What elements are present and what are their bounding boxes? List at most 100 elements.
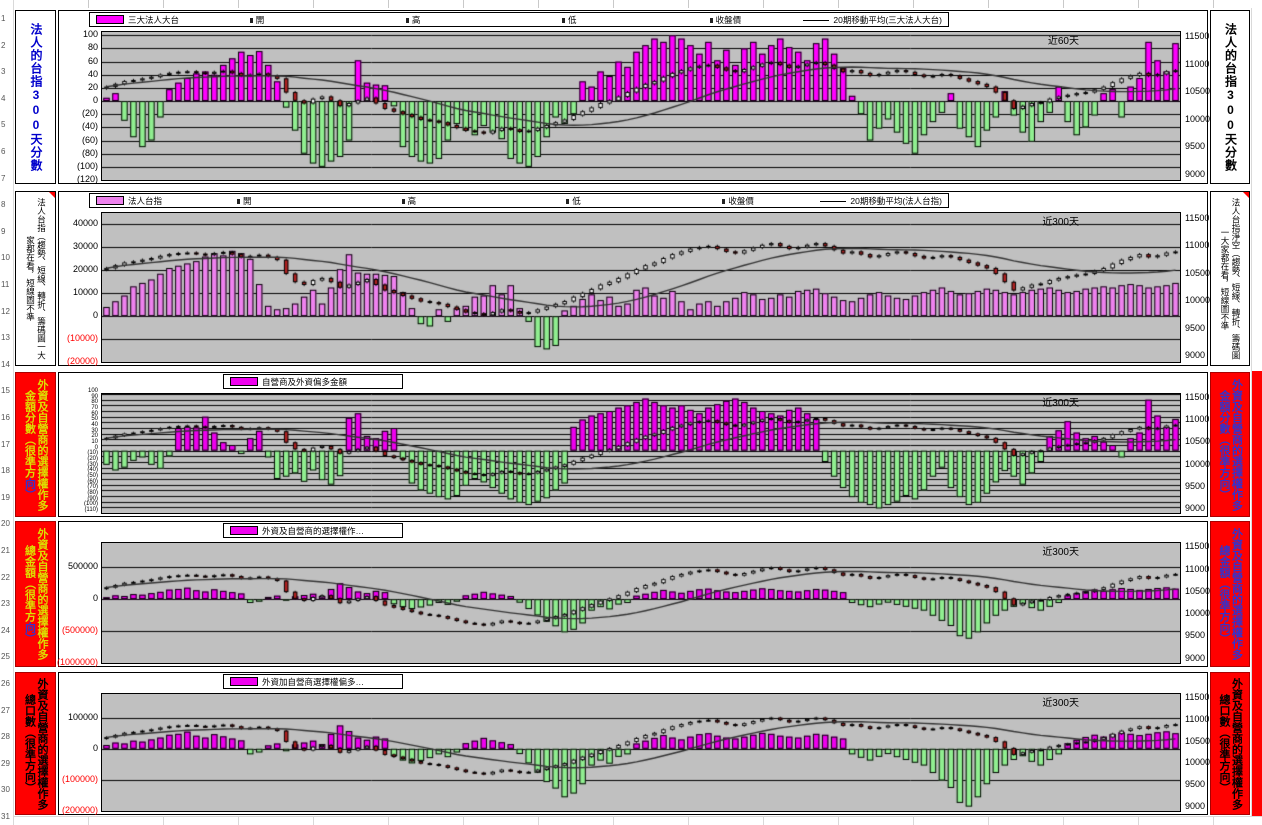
row-number: 13 [1, 333, 10, 343]
y-right-tick: 10000 [1185, 757, 1211, 768]
row-number: 7 [1, 173, 6, 183]
row-number: 22 [1, 572, 10, 582]
y-left-tick: 90 [91, 393, 98, 400]
sidebar-text-tail: 向） [1218, 621, 1230, 644]
right-axis-ticks: 11500 11000 10500 10000 9500 9000 [1181, 392, 1210, 513]
y-right-tick: 11000 [1185, 240, 1210, 251]
right-sidebar-cell[interactable]: 法人台指淨空（趨勢、短線、轉折、籌碼圖一大家都在看，短線圖不準 [1210, 191, 1250, 366]
sidebar-text-tail: 向） [23, 771, 36, 793]
y-left-tick: 0 [92, 95, 98, 106]
chart-canvas[interactable] [102, 394, 1180, 513]
left-sidebar-cell[interactable]: 外資及自營商的選擇權作多總金額（很準方向） [15, 521, 56, 667]
ma-line-swatch-icon [820, 200, 847, 202]
chart-canvas[interactable] [102, 32, 1180, 180]
chart-object[interactable]: 外資加自營商選擇權偏多… 近300天 100000 0 (100000) (20000… [58, 672, 1211, 815]
row-number: 29 [1, 758, 10, 768]
row-number: 27 [1, 705, 10, 715]
left-axis-ticks: 500000 0 (500000) (1000000) [57, 542, 101, 667]
y-right-tick: 9500 [1185, 630, 1206, 641]
sidebar-text-tail: 向） [1218, 771, 1230, 793]
comment-flag-icon [49, 192, 55, 198]
y-right-tick: 11500 [1185, 392, 1210, 403]
y-right-tick: 11500 [1185, 212, 1210, 223]
y-left-tick: 80 [87, 42, 98, 53]
plot-area[interactable] [101, 693, 1181, 812]
chart-object[interactable]: 外資及自營商的選擇權作… 近300天 500000 0 (500000) (10000… [57, 521, 1211, 667]
bottom-gridline-strip [14, 816, 1262, 825]
row-number: 9 [1, 226, 6, 236]
y-left-tick: 20000 [72, 264, 98, 275]
left-sidebar-cell[interactable]: 外資及自營商的選擇權作多金額分數（很準方向） [15, 372, 56, 517]
plot-area[interactable] [101, 393, 1181, 514]
right-sidebar-cell[interactable]: 法人的台指300天分數 [1210, 10, 1250, 184]
sidebar-text-tail: 向） [1218, 477, 1230, 500]
row-number: 4 [1, 93, 6, 103]
chart-canvas[interactable] [102, 694, 1180, 811]
y-right-tick: 11500 [1185, 692, 1210, 703]
right-sidebar-cell[interactable]: 外資及自營商的選擇權作多總口數（很準方向） [1210, 672, 1250, 815]
row-number: 11 [1, 280, 10, 289]
row-number-gutter[interactable]: 1 2 3 4 5 6 7 8 9 10 11 12 13 14 15 16 17 18 19 20 21 22 23 24 2… [0, 0, 14, 825]
y-left-tick: (20000) [66, 356, 98, 366]
legend-box: 外資加自營商選擇權偏多… [223, 674, 403, 689]
y-left-tick: (10) [87, 450, 98, 457]
candle-series-legend-item: 高 [335, 14, 491, 26]
row-number: 21 [1, 546, 10, 555]
y-left-tick: 80 [91, 399, 98, 406]
bar-series-swatch-icon [96, 15, 124, 24]
plot-area[interactable] [101, 31, 1181, 181]
bar-series-label: 外資加自營商選擇權偏多… [262, 676, 365, 687]
y-left-tick: (50) [87, 473, 98, 479]
y-right-tick: 10000 [1185, 113, 1211, 124]
y-left-tick: 0 [94, 444, 98, 451]
y-right-tick: 9000 [1185, 350, 1206, 361]
series-marker-icon [405, 17, 409, 23]
row-number: 17 [1, 439, 10, 449]
right-edge-cells[interactable] [1251, 8, 1262, 816]
y-right-tick: 10500 [1185, 267, 1211, 278]
y-right-tick: 10500 [1185, 86, 1211, 97]
legend-row: 法人台指 開高低收盤價 20期移動平均(法人台指) [59, 192, 1207, 211]
row-number: 14 [1, 359, 10, 369]
sidebar-text: 法人的台指300天分數 [1223, 22, 1238, 172]
plot-area[interactable] [101, 542, 1181, 664]
range-label: 近300天 [1042, 398, 1079, 409]
right-sidebar-cell[interactable]: 外資及自營商的選擇權作多金額分數（很準方向） [1210, 372, 1250, 517]
left-sidebar-cell[interactable]: 法人的台指300天分數 [15, 10, 56, 184]
legend-row: 自營商及外資偏多金額 [59, 373, 1207, 392]
chart-object[interactable]: 三大法人大台 開高低收盤價 20期移動平均(三大法人大台) 近60天 100 80 6… [58, 10, 1211, 184]
y-right-tick: 9000 [1185, 800, 1206, 811]
legend-row: 三大法人大台 開高低收盤價 20期移動平均(三大法人大台) [59, 11, 1207, 30]
y-left-tick: (80) [87, 490, 98, 496]
y-right-tick: 10000 [1185, 608, 1211, 619]
y-left-tick: (70) [87, 484, 98, 491]
right-edge-red-cells [1252, 371, 1262, 816]
sidebar-text: 外資及自營商的選擇權作多總金額（很準方 [1218, 528, 1243, 660]
chart-canvas[interactable] [102, 543, 1180, 663]
left-sidebar-cell[interactable]: 法人台指（趨勢、短線、轉折、籌碼圖一大家都在看，短線圖不準 [15, 191, 56, 366]
chart-object[interactable]: 法人台指 開高低收盤價 20期移動平均(法人台指) 近300天 40000 3000… [58, 191, 1211, 366]
y-right-tick: 9000 [1185, 502, 1206, 513]
y-left-tick: (60) [87, 478, 98, 485]
chart-object[interactable]: 自營商及外資偏多金額 近300天 100 90 80 70 60 50 40 30 20 10 0(… [58, 372, 1210, 517]
y-left-tick: (10000) [66, 333, 98, 344]
y-left-tick: 40000 [72, 218, 98, 229]
chart-canvas[interactable] [102, 213, 1180, 362]
chart-panel-2: 法人台指（趨勢、短線、轉折、籌碼圖一大家都在看，短線圖不準 法人台指 開高低收盤… [0, 191, 1262, 366]
sidebar-text: 外資及自營商的選擇權作多總口數（很準方 [23, 677, 49, 810]
y-left-tick: 100 [82, 29, 98, 40]
chart-panel-1: 法人的台指300天分數 三大法人大台 開高低收盤價 20期移動平均(三大法人大台)… [0, 10, 1262, 184]
left-sidebar-cell[interactable]: 外資及自營商的選擇權作多總口數（很準方向） [15, 672, 56, 815]
row-number: 1 [1, 14, 6, 23]
row-number: 8 [1, 200, 6, 210]
row-number: 5 [1, 120, 6, 130]
y-left-tick: 40 [87, 68, 98, 79]
plot-area[interactable] [101, 212, 1181, 363]
bar-series-swatch-icon [96, 196, 124, 205]
ma-line-swatch-icon [803, 19, 830, 21]
y-left-tick: 60 [91, 410, 98, 417]
y-right-tick: 9000 [1185, 168, 1206, 179]
right-sidebar-cell[interactable]: 外資及自營商的選擇權作多總金額（很準方向） [1210, 521, 1250, 667]
y-left-tick: (30) [87, 461, 98, 468]
